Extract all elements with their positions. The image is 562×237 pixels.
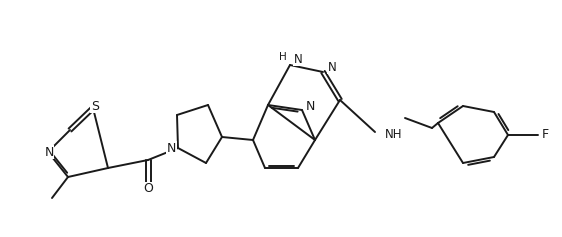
Text: H: H	[279, 52, 287, 62]
Text: N: N	[44, 146, 54, 159]
Text: F: F	[542, 128, 549, 141]
Text: N: N	[166, 141, 176, 155]
Text: N: N	[294, 53, 303, 65]
Text: O: O	[143, 182, 153, 196]
Text: N: N	[306, 100, 315, 113]
Text: N: N	[328, 60, 337, 73]
Text: S: S	[91, 100, 99, 113]
Text: NH: NH	[385, 128, 402, 141]
